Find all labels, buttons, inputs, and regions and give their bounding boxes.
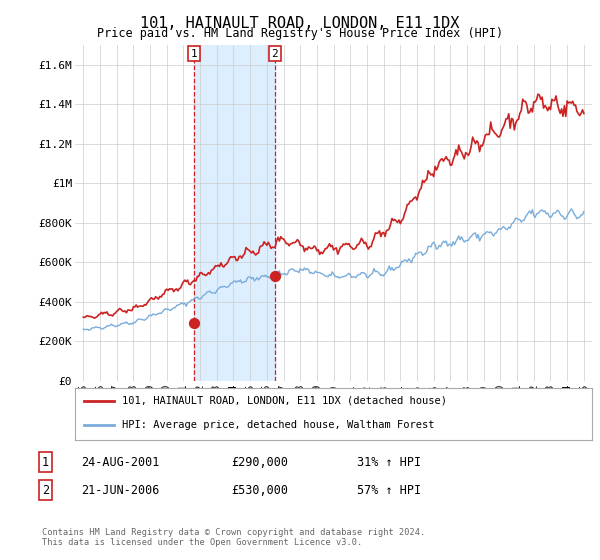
Text: £530,000: £530,000 bbox=[231, 483, 288, 497]
Text: Contains HM Land Registry data © Crown copyright and database right 2024.
This d: Contains HM Land Registry data © Crown c… bbox=[42, 528, 425, 547]
Text: 57% ↑ HPI: 57% ↑ HPI bbox=[357, 483, 421, 497]
Text: 1: 1 bbox=[42, 455, 49, 469]
Text: £290,000: £290,000 bbox=[231, 455, 288, 469]
Text: 2: 2 bbox=[42, 483, 49, 497]
Text: 101, HAINAULT ROAD, LONDON, E11 1DX (detached house): 101, HAINAULT ROAD, LONDON, E11 1DX (det… bbox=[122, 396, 446, 406]
Text: Price paid vs. HM Land Registry's House Price Index (HPI): Price paid vs. HM Land Registry's House … bbox=[97, 27, 503, 40]
Text: 21-JUN-2006: 21-JUN-2006 bbox=[81, 483, 160, 497]
Text: 2: 2 bbox=[271, 49, 278, 59]
Text: 24-AUG-2001: 24-AUG-2001 bbox=[81, 455, 160, 469]
Bar bbox=[194, 45, 275, 381]
Text: HPI: Average price, detached house, Waltham Forest: HPI: Average price, detached house, Walt… bbox=[122, 420, 434, 430]
Text: 101, HAINAULT ROAD, LONDON, E11 1DX: 101, HAINAULT ROAD, LONDON, E11 1DX bbox=[140, 16, 460, 31]
Point bbox=[190, 319, 199, 328]
Text: 1: 1 bbox=[191, 49, 197, 59]
Point bbox=[270, 272, 280, 281]
Text: 31% ↑ HPI: 31% ↑ HPI bbox=[357, 455, 421, 469]
